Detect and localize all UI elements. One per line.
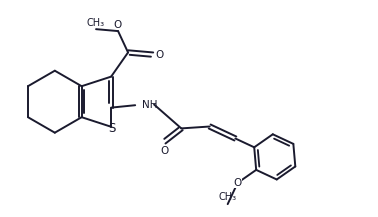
Text: NH: NH xyxy=(142,100,158,110)
Text: CH₃: CH₃ xyxy=(218,192,237,202)
Text: O: O xyxy=(234,178,242,188)
Text: O: O xyxy=(160,146,168,156)
Text: CH₃: CH₃ xyxy=(87,18,105,28)
Text: S: S xyxy=(108,122,116,135)
Text: O: O xyxy=(156,50,164,60)
Text: O: O xyxy=(113,20,121,30)
